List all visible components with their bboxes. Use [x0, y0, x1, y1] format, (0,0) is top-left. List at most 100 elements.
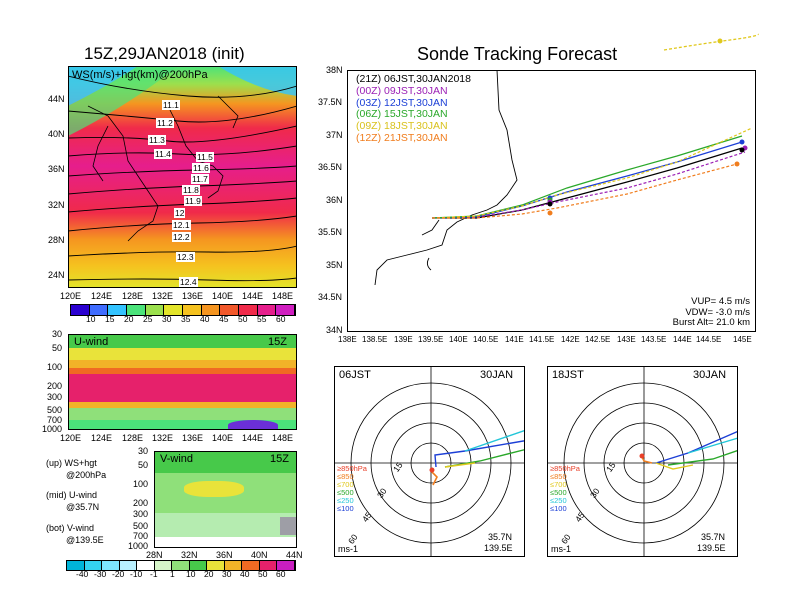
track-lon-tick: 139.5E — [418, 335, 444, 344]
track-lon-tick: 145E — [733, 335, 752, 344]
u-p-tick: 30 — [52, 329, 63, 339]
u-p-tick: 300 — [47, 392, 63, 402]
v-lat-tick: 36N — [216, 550, 233, 560]
ws-lon-tick: 140E — [212, 291, 234, 301]
ws-colorbar-swatch — [239, 305, 258, 315]
u-lon-tick: 144E — [242, 433, 264, 443]
track-lon-tick: 138.5E — [362, 335, 388, 344]
v-colorbar-swatch — [207, 561, 225, 570]
track-lon-tick: 138E — [338, 335, 357, 344]
u-p-tick: 1000 — [42, 424, 63, 434]
track-legend-item: (21Z) 06JST,30JAN2018 — [356, 73, 471, 85]
hodo-right-svg — [548, 367, 737, 556]
u-lon-tick: 120E — [60, 433, 82, 443]
contour-label: 11.2 — [156, 118, 174, 128]
v-colorbar-label: -40 — [76, 569, 89, 579]
u-p-tick: 700 — [47, 415, 63, 425]
ws-lon-tick: 148E — [272, 291, 294, 301]
track-lat-tick: 35N — [326, 260, 343, 270]
note-up-2: @200hPa — [66, 470, 107, 480]
contour-label: 12.2 — [172, 232, 191, 242]
level-label: ≤850 — [337, 472, 354, 481]
ws-lon-tick: 136E — [182, 291, 204, 301]
ws-lon-tick: 132E — [152, 291, 174, 301]
ws-colorbar — [70, 304, 296, 316]
contour-label: 11.9 — [184, 196, 202, 206]
hodograph-right — [547, 366, 738, 557]
level-label: ≤250 — [550, 496, 567, 505]
ws-lat-tick: 40N — [48, 129, 65, 139]
ws-lat-tick: 24N — [48, 270, 65, 280]
hodo-left-date: 30JAN — [480, 369, 514, 381]
ws-colorbar-swatch — [183, 305, 202, 315]
ws-colorbar-swatch — [220, 305, 239, 315]
track-lon-tick: 143.5E — [641, 335, 667, 344]
note-bot-1: (bot) V-wind — [46, 523, 95, 533]
u-p-tick: 500 — [47, 405, 63, 415]
v-p-tick: 700 — [133, 531, 149, 541]
hodo-right-unit: ms-1 — [551, 544, 571, 554]
v-colorbar-label: 40 — [240, 569, 250, 579]
track-legend: (21Z) 06JST,30JAN2018 (00Z) 09JST,30JAN … — [356, 73, 471, 145]
hodo-left-levels: ≥850hPa ≤850 ≤700 ≤500 ≤250 ≤100 — [337, 465, 367, 513]
u-lon-tick: 148E — [272, 433, 294, 443]
track-lat-tick: 37N — [326, 130, 343, 140]
ws-panel-label: WS(m/s)+hgt(km)@200hPa — [72, 69, 208, 81]
track-map-svg — [374, 70, 753, 286]
v-wind-frame — [154, 451, 297, 548]
v-colorbar-swatch — [137, 561, 155, 570]
track-lon-ticks: 138E 138.5E 139E 139.5E 140E 140.5E 141E… — [338, 335, 758, 347]
note-mid-2: @35.7N — [66, 502, 100, 512]
ws-colorbar-label: 50 — [238, 314, 248, 324]
hodo-right-lon: 139.5E — [697, 543, 726, 553]
hodo-right-levels: ≥850hPa ≤850 ≤700 ≤500 ≤250 ≤100 — [550, 465, 580, 513]
track-legend-item: (03Z) 12JST,30JAN — [356, 96, 448, 109]
u-lon-tick: 132E — [152, 433, 174, 443]
ws-lon-tick: 128E — [122, 291, 144, 301]
ws-colorbar-label: 15 — [105, 314, 115, 324]
v-colorbar — [66, 560, 296, 571]
v-wind-panel — [154, 451, 297, 548]
u-lon-tick: 140E — [212, 433, 234, 443]
v-colorbar-swatch — [242, 561, 260, 570]
u-p-tick: 200 — [47, 381, 63, 391]
ws-colorbar-label: 45 — [219, 314, 229, 324]
u-wind-panel — [68, 334, 297, 430]
track-legend-item: (12Z) 21JST,30JAN — [356, 131, 448, 144]
left-title: 15Z,29JAN2018 (init) — [84, 44, 245, 63]
hodo-left-lat: 35.7N — [488, 532, 513, 542]
v-colorbar-label: -1 — [150, 569, 158, 579]
v-colorbar-label: 50 — [258, 569, 268, 579]
v-colorbar-labels: -40 -30 -20 -10 -1 1 10 20 30 40 50 60 — [66, 569, 294, 581]
hodo-left-time: 06JST — [339, 369, 371, 381]
v-colorbar-swatch — [277, 561, 295, 570]
v-panel-label: V-wind — [160, 453, 194, 465]
u-p-tick: 50 — [52, 343, 63, 353]
ws-colorbar-swatch — [89, 305, 109, 315]
ws-colorbar-labels: 10 15 20 25 30 35 40 45 50 55 60 — [70, 314, 294, 326]
v-lat-tick: 32N — [181, 550, 198, 560]
v-lat-tick: 44N — [286, 550, 303, 560]
note-bot-2: @139.5E — [66, 535, 104, 545]
level-label: ≤500 — [337, 488, 354, 497]
hodo-left-lon: 139.5E — [484, 543, 513, 553]
contour-label: 11.8 — [182, 185, 200, 195]
track-lat-tick: 34.5N — [318, 292, 343, 302]
v-colorbar-label: 60 — [276, 569, 286, 579]
v-p-tick: 500 — [133, 521, 149, 531]
ws-colorbar-label: 55 — [257, 314, 267, 324]
ws-lat-tick: 44N — [48, 94, 65, 104]
v-p-tick: 30 — [138, 446, 149, 456]
contour-label: 12.4 — [179, 277, 198, 287]
v-lat-tick: 40N — [251, 550, 268, 560]
v-colorbar-swatch — [102, 561, 120, 570]
track-params: VUP= 4.5 m/s VDW= -3.0 m/s Burst Alt= 21… — [632, 296, 750, 329]
v-colorbar-swatch — [224, 561, 243, 570]
hodo-right-time: 18JST — [552, 369, 584, 381]
note-up-1: (up) WS+hgt — [46, 458, 97, 468]
v-colorbar-label: -10 — [130, 569, 143, 579]
track-lat-tick: 37.5N — [318, 97, 343, 107]
ws-lon-tick: 144E — [242, 291, 264, 301]
contour-label: 12 — [174, 208, 186, 218]
u-lon-tick: 128E — [122, 433, 144, 443]
